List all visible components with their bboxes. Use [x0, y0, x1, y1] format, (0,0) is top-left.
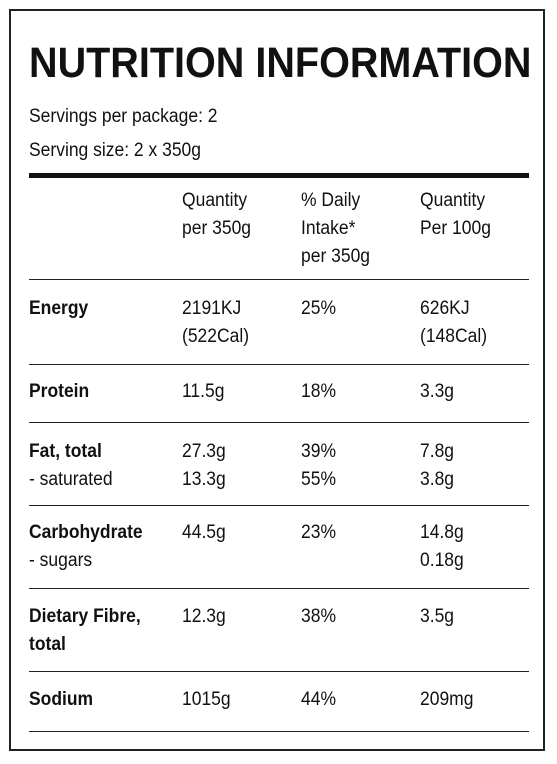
row-divider — [29, 279, 529, 280]
row-label-protein: Protein — [29, 381, 90, 402]
carbohydrate-per-serving: 44.5g — [182, 522, 226, 543]
carbohydrate-per-100g: 14.8g 0.18g — [420, 522, 464, 571]
row-sublabel-saturated: - saturated — [29, 469, 113, 490]
row-label-energy: Energy — [29, 298, 89, 319]
sodium-daily-intake: 44% — [301, 689, 336, 710]
nutrition-panel: NUTRITION INFORMATION Servings per packa… — [9, 9, 545, 751]
header-quantity-per-100g: Quantity Per 100g — [420, 190, 491, 239]
energy-daily-intake: 25% — [301, 298, 336, 319]
row-label-dietary-fibre: Dietary Fibre, total — [29, 606, 141, 655]
sodium-per-100g: 209mg — [420, 689, 474, 710]
servings-per-package: Servings per package: 2 — [29, 106, 218, 127]
fat-per-serving: 27.3g 13.3g — [182, 441, 226, 490]
row-divider — [29, 505, 529, 506]
row-divider — [29, 671, 529, 672]
row-sublabel-sugars: - sugars — [29, 550, 93, 571]
row-divider — [29, 422, 529, 423]
sodium-per-serving: 1015g — [182, 689, 231, 710]
header-divider — [29, 173, 529, 178]
panel-title: NUTRITION INFORMATION — [29, 39, 532, 87]
carbohydrate-daily-intake: 23% — [301, 522, 336, 543]
fat-daily-intake: 39% 55% — [301, 441, 336, 490]
row-divider — [29, 364, 529, 365]
row-label-fat: Fat, total - saturated — [29, 438, 113, 494]
header-quantity-per-serving: Quantity per 350g — [182, 190, 252, 239]
fibre-per-100g: 3.5g — [420, 606, 455, 627]
protein-per-100g: 3.3g — [420, 381, 455, 402]
energy-per-serving: 2191KJ (522Cal) — [182, 298, 250, 347]
energy-per-100g: 626KJ (148Cal) — [420, 298, 488, 347]
row-label-sodium: Sodium — [29, 689, 94, 710]
protein-per-serving: 11.5g — [182, 381, 225, 402]
fibre-per-serving: 12.3g — [182, 606, 226, 627]
row-label-carbohydrate: Carbohydrate - sugars — [29, 519, 143, 575]
fat-per-100g: 7.8g 3.8g — [420, 441, 455, 490]
header-daily-intake: % Daily Intake* per 350g — [301, 190, 371, 267]
table-bottom-rule — [29, 731, 529, 732]
row-divider — [29, 588, 529, 589]
serving-size: Serving size: 2 x 350g — [29, 140, 201, 161]
fibre-daily-intake: 38% — [301, 606, 336, 627]
protein-daily-intake: 18% — [301, 381, 336, 402]
